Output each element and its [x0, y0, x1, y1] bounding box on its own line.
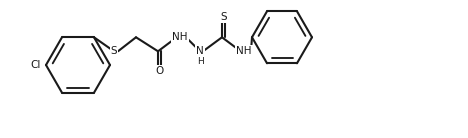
Text: NH: NH: [236, 46, 252, 56]
Text: N: N: [196, 46, 204, 56]
Text: Cl: Cl: [30, 60, 41, 70]
Text: O: O: [155, 66, 164, 76]
Text: NH: NH: [172, 32, 188, 42]
Text: H: H: [197, 57, 204, 66]
Text: S: S: [220, 12, 227, 22]
Text: S: S: [111, 46, 117, 56]
